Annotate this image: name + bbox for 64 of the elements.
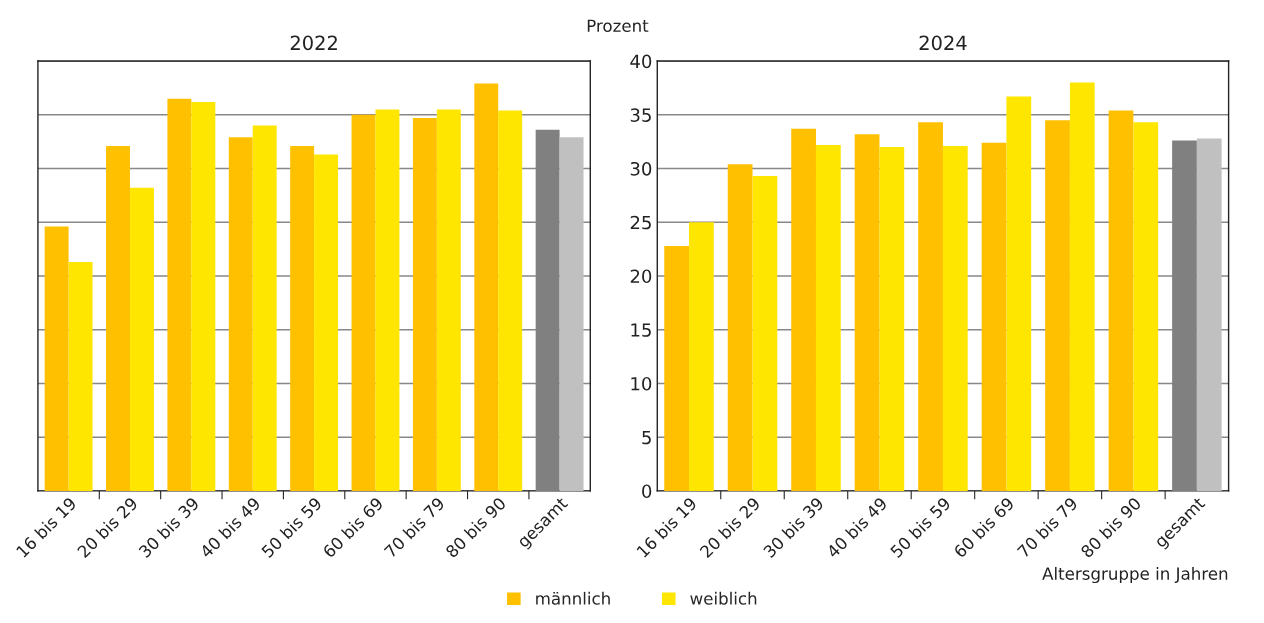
bar [918,122,943,491]
bar [1108,110,1134,491]
bar [351,114,376,491]
bar [498,110,523,491]
bar [191,101,216,491]
bar [44,226,69,491]
bar [412,118,437,491]
bar [252,125,277,491]
bar [854,134,880,491]
bar [1045,120,1070,491]
x-tick-label: 30 bis 39 [762,496,825,559]
bar [106,145,130,491]
x-tick-label: 20 bis 29 [76,496,139,559]
x-tick-label: 70 bis 79 [1016,496,1079,559]
bar [228,137,253,491]
y-tick-label: 0 [642,484,652,499]
bar [68,262,93,491]
bar [436,109,461,491]
bar [1006,96,1032,491]
bar [791,128,816,491]
bar [167,98,192,491]
legend-label: männlich [536,591,610,605]
x-tick-label: 20 bis 29 [698,496,761,559]
y-tick-label: 30 [630,161,652,176]
x-tick-label: 50 bis 59 [260,496,323,559]
bar [664,245,690,491]
bar [314,154,339,491]
y-tick-label: 40 [630,54,652,69]
bar [981,142,1007,491]
bar [474,83,499,491]
y-tick-label: 15 [631,323,651,337]
bar [375,109,400,491]
bar [815,144,841,491]
y-tick-label: 25 [630,215,651,230]
bar [1196,138,1222,491]
y-tick-label: 10 [631,376,652,391]
bar [752,176,778,491]
x-tick-label: 40 bis 49 [198,496,262,559]
bar [879,147,905,491]
bar [689,222,714,491]
y-tick-label: 35 [630,108,651,122]
bar [290,145,315,491]
x-tick-label: 50 bis 59 [889,496,952,559]
x-axis-title: Altersgruppe in Jahren [1042,566,1228,584]
x-tick-label: 80 bis 90 [1079,496,1142,559]
x-tick-label: 60 bis 69 [952,496,1015,559]
x-tick-label: 80 bis 90 [444,496,507,559]
y-axis-title: Prozent [587,19,649,33]
y-tick-label: 5 [642,430,651,445]
x-tick-label: 40 bis 49 [825,496,888,559]
y-tick-label: 20 [630,269,652,284]
x-tick-label: 60 bis 69 [321,496,384,559]
chart-title: 2024 [919,35,967,51]
x-tick-label: 16 bis 19 [15,496,77,558]
legend-label: weiblich [690,591,757,605]
bar [559,137,584,491]
bar [129,187,154,491]
x-tick-label: 30 bis 39 [137,496,200,559]
bar [1069,82,1095,491]
chart-title: 2022 [290,35,337,51]
x-tick-label: 70 bis 79 [383,496,446,559]
bar [727,164,753,491]
bar [1133,122,1159,491]
bar [942,145,968,491]
